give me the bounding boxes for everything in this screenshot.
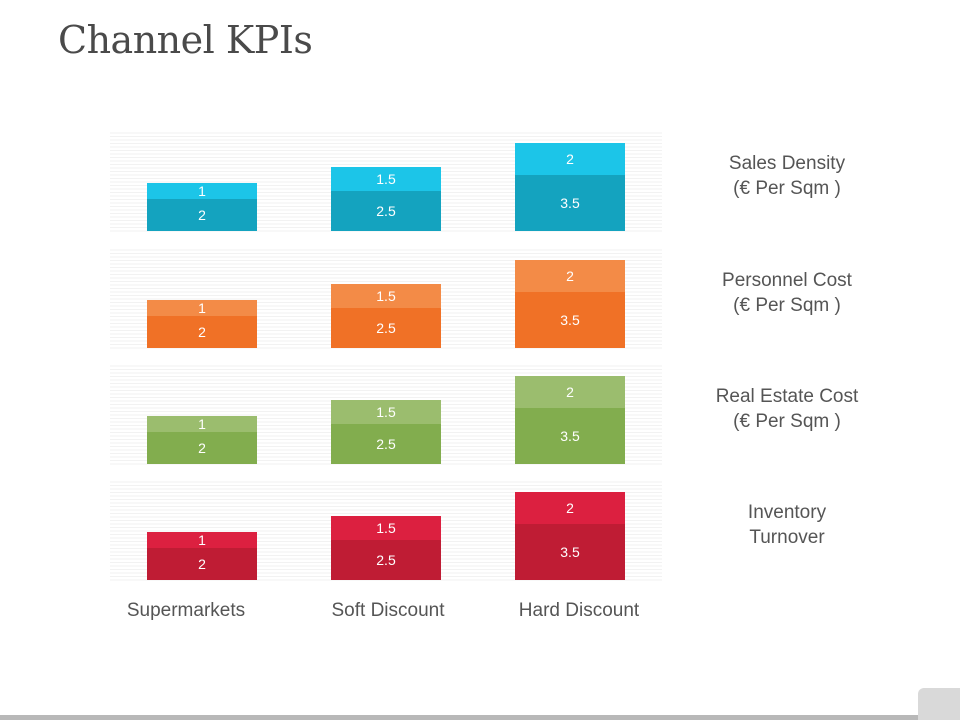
bar-lower [515,292,625,348]
category-label: Supermarkets [127,600,245,621]
category-label: Soft Discount [332,600,446,621]
data-label: 2.5 [376,552,396,568]
bar-upper [331,400,441,424]
data-label: 2 [198,556,206,572]
data-label: 3.5 [560,312,580,328]
data-label: 3.5 [560,428,580,444]
data-label: 2 [198,207,206,223]
bar-lower [515,524,625,580]
data-label: 2 [198,440,206,456]
corner-tab [918,688,960,720]
data-label: 1.5 [376,171,396,187]
data-label: 1.5 [376,520,396,536]
panel-label: Personnel Cost [722,270,853,291]
data-label: 2 [566,151,574,167]
panel-label: (€ Per Sqm ) [733,178,841,199]
bar-lower [331,540,441,580]
data-label: 2 [566,268,574,284]
bar-upper [331,516,441,540]
bar-lower [147,548,257,580]
bar-upper [515,260,625,292]
data-label: 1.5 [376,288,396,304]
category-label: Hard Discount [519,600,640,621]
data-label: 1 [198,183,206,199]
bar-lower [331,424,441,464]
data-label: 2.5 [376,320,396,336]
bar-lower [331,191,441,231]
data-label: 1 [198,532,206,548]
data-label: 2.5 [376,203,396,219]
bar-upper [147,183,257,199]
data-label: 1.5 [376,404,396,420]
bar-lower [147,432,257,464]
data-label: 2 [566,384,574,400]
footer-bar [0,715,960,720]
panel-label: Real Estate Cost [716,386,859,407]
page-title: Channel KPIs [58,18,313,62]
bar-upper [147,532,257,548]
bar-lower [515,408,625,464]
bar-upper [515,143,625,175]
data-label: 1 [198,300,206,316]
bar-lower [147,199,257,231]
panel-label: (€ Per Sqm ) [733,295,841,316]
bar-upper [147,416,257,432]
bar-upper [515,376,625,408]
bar-upper [147,300,257,316]
bar-upper [331,167,441,191]
panel-label: Turnover [749,527,825,548]
data-label: 2.5 [376,436,396,452]
data-label: 2 [198,324,206,340]
bar-lower [515,175,625,231]
panel-label: Inventory [748,502,827,523]
data-label: 3.5 [560,544,580,560]
data-label: 2 [566,500,574,516]
bar-upper [331,284,441,308]
data-label: 3.5 [560,195,580,211]
bar-lower [331,308,441,348]
panel-label: Sales Density [729,153,846,174]
data-label: 1 [198,416,206,432]
panel-label: (€ Per Sqm ) [733,411,841,432]
bar-lower [147,316,257,348]
bar-upper [515,492,625,524]
